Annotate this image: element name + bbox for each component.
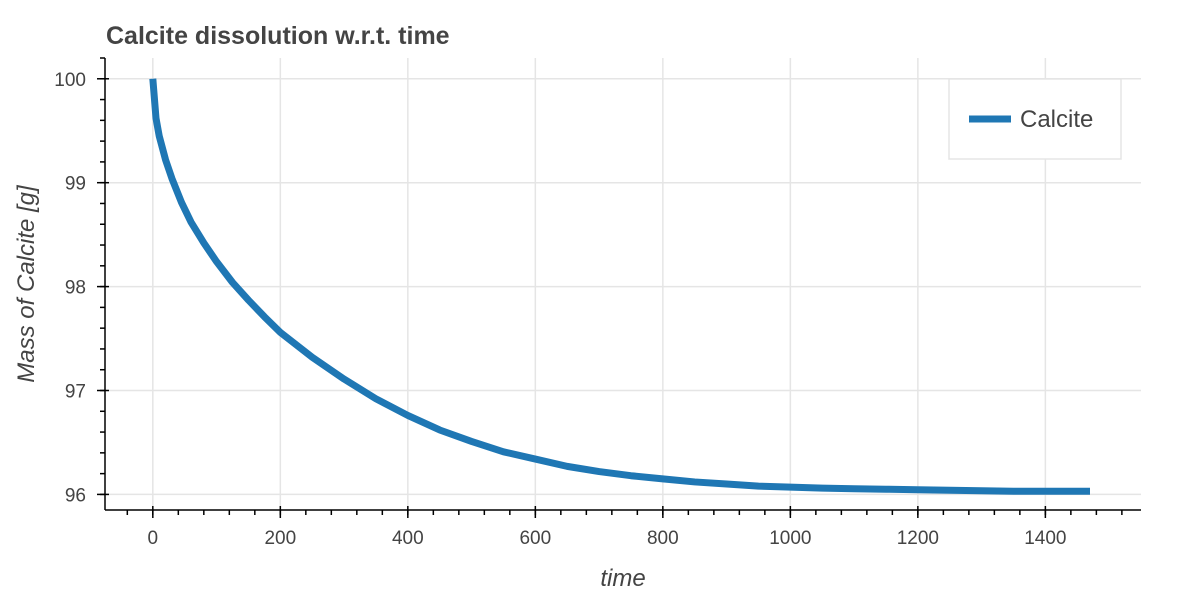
y-tick-label: 99 xyxy=(65,174,86,195)
legend: Calcite xyxy=(948,78,1122,160)
y-axis-label: Mass of Calcite [g] xyxy=(13,184,40,383)
axes: 0 200 400 600 800 1000 1200 1400 96 97 98 99 100 xyxy=(54,57,1141,549)
x-axis-label: time xyxy=(600,565,645,592)
chart-title: Calcite dissolution w.r.t. time xyxy=(106,22,450,50)
x-tick-label: 1200 xyxy=(897,528,939,549)
y-tick-label: 100 xyxy=(54,70,86,91)
x-tick-label: 200 xyxy=(264,528,296,549)
x-tick-label: 1400 xyxy=(1024,528,1066,549)
x-tick-label: 0 xyxy=(148,528,159,549)
x-tick-label: 400 xyxy=(392,528,424,549)
y-tick-label: 97 xyxy=(65,382,86,403)
series-layer xyxy=(149,78,1090,495)
y-tick-label: 98 xyxy=(65,278,86,299)
series-line-calcite xyxy=(149,78,1090,495)
x-tick-label: 800 xyxy=(647,528,679,549)
legend-label: Calcite xyxy=(1020,106,1093,133)
x-tick-label: 1000 xyxy=(769,528,811,549)
y-tick-label: 96 xyxy=(65,485,86,506)
x-tick-label: 600 xyxy=(519,528,551,549)
